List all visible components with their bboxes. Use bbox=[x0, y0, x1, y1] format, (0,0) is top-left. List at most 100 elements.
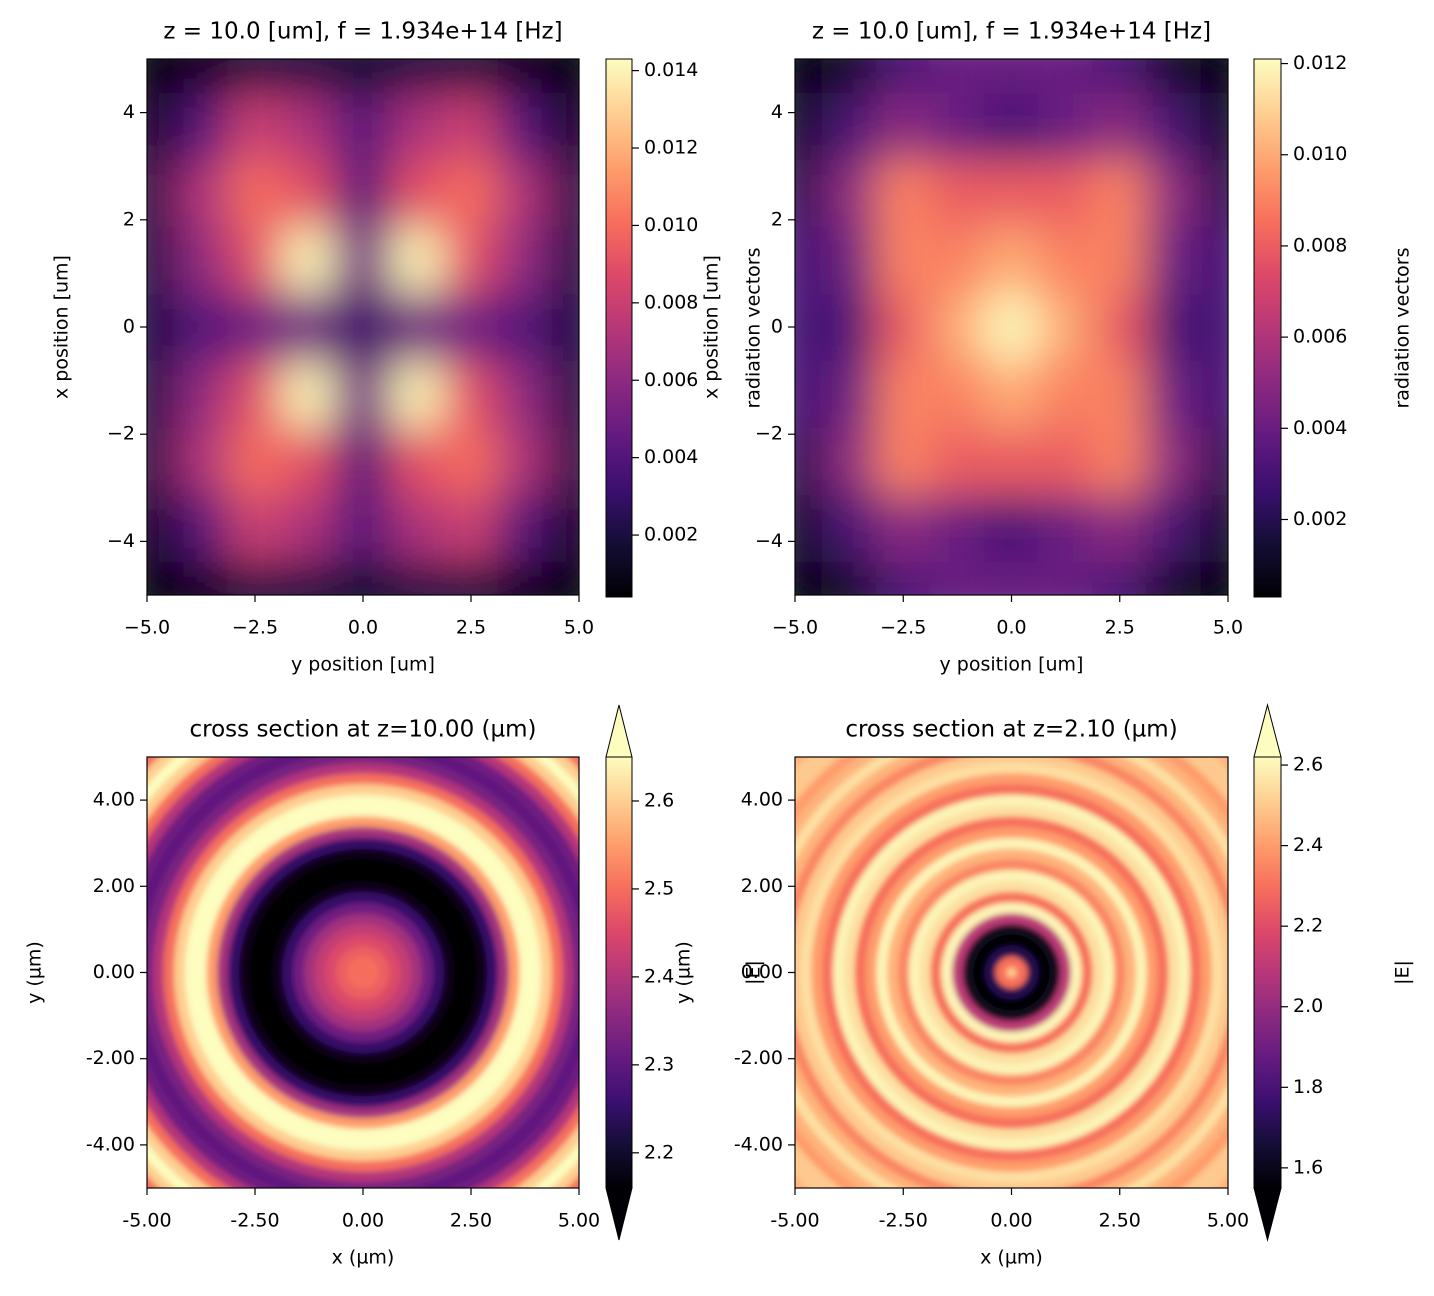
heatmap-cell bbox=[1146, 59, 1202, 93]
colorbar-tick-label: 0.006 bbox=[1293, 326, 1347, 348]
radial-field bbox=[795, 757, 1228, 1188]
heatmap-cell bbox=[389, 561, 445, 595]
heatmap-cell bbox=[795, 92, 823, 160]
heatmap-cell bbox=[443, 494, 499, 562]
heatmap-cell bbox=[551, 561, 579, 595]
heatmap-cell bbox=[497, 360, 553, 428]
heatmap-cell bbox=[147, 427, 175, 495]
heatmap-cell bbox=[1092, 226, 1148, 294]
heatmap-cell bbox=[227, 226, 283, 294]
heatmap-cell bbox=[795, 59, 823, 93]
y-tick-label: 2 bbox=[771, 208, 783, 230]
heatmap-cell bbox=[821, 92, 877, 160]
heatmap-cell bbox=[389, 226, 445, 294]
heatmap-cell bbox=[1092, 92, 1148, 160]
heatmap-cell bbox=[1146, 159, 1202, 227]
heatmap-cell bbox=[983, 92, 1040, 160]
heatmap-cell bbox=[227, 293, 283, 361]
heatmap-cell bbox=[147, 494, 175, 562]
x-tick-label: -5.00 bbox=[770, 1210, 819, 1232]
x-tick-label: −5.0 bbox=[772, 617, 818, 639]
x-tick-label: 2.50 bbox=[450, 1210, 492, 1232]
plot-area bbox=[147, 757, 579, 1188]
colorbar-tick-label: 0.008 bbox=[1293, 234, 1347, 256]
heatmap-cell bbox=[983, 561, 1040, 595]
heatmap-cell bbox=[983, 59, 1040, 93]
heatmap-cell bbox=[795, 427, 823, 495]
heatmap-cell bbox=[1092, 59, 1148, 93]
colorbar-label: radiation vectors bbox=[1392, 247, 1414, 408]
y-tick-label: 4 bbox=[123, 101, 135, 123]
heatmap-cell bbox=[497, 494, 553, 562]
heatmap-cell bbox=[147, 293, 175, 361]
heatmap-cell bbox=[389, 59, 445, 93]
heatmap-cell bbox=[1200, 561, 1228, 595]
heatmap-cell bbox=[1200, 59, 1228, 93]
y-tick-label: 2.00 bbox=[741, 875, 783, 897]
colorbar-label: radiation vectors bbox=[743, 247, 765, 408]
heatmap-cell bbox=[875, 293, 931, 361]
heatmap-cell bbox=[1146, 427, 1202, 495]
heatmap-cell bbox=[551, 293, 579, 361]
colorbar-tick-label: 2.0 bbox=[1293, 995, 1323, 1017]
heatmap-cell bbox=[1038, 159, 1094, 227]
heatmap-cell bbox=[227, 59, 283, 93]
heatmap-cell bbox=[1038, 427, 1094, 495]
x-tick-label: 0.00 bbox=[342, 1210, 384, 1232]
colorbar-tick-label: 0.002 bbox=[644, 524, 698, 546]
heatmap-cell bbox=[551, 360, 579, 428]
heatmap-cell bbox=[929, 293, 985, 361]
y-tick-label: -2.00 bbox=[734, 1047, 783, 1069]
heatmap-cell bbox=[1038, 92, 1094, 160]
heatmap bbox=[795, 59, 1228, 595]
heatmap-cell bbox=[389, 159, 445, 227]
heatmap-cell bbox=[147, 226, 175, 294]
colorbar bbox=[1253, 58, 1282, 598]
heatmap-cell bbox=[443, 293, 499, 361]
heatmap-cell bbox=[875, 92, 931, 160]
heatmap-cell bbox=[1146, 226, 1202, 294]
colorbar bbox=[1253, 756, 1282, 1189]
heatmap-cell bbox=[795, 159, 823, 227]
heatmap-cell bbox=[281, 360, 337, 428]
heatmap-cell bbox=[497, 293, 553, 361]
heatmap-cell bbox=[497, 226, 553, 294]
plot-area bbox=[795, 59, 1228, 595]
heatmap-cell bbox=[1200, 293, 1228, 361]
y-tick-label: 2.00 bbox=[93, 875, 135, 897]
heatmap-cell bbox=[147, 59, 175, 93]
heatmap-cell bbox=[821, 561, 877, 595]
heatmap-cell bbox=[227, 159, 283, 227]
heatmap-cell bbox=[551, 59, 579, 93]
heatmap-cell bbox=[227, 427, 283, 495]
chart-title: z = 10.0 [um], f = 1.934e+14 [Hz] bbox=[812, 19, 1211, 45]
heatmap-cell bbox=[227, 360, 283, 428]
y-tick-label: −2 bbox=[755, 423, 783, 445]
heatmap-cell bbox=[281, 92, 337, 160]
x-axis-label: x (µm) bbox=[332, 1247, 395, 1269]
heatmap-cell bbox=[281, 494, 337, 562]
heatmap-cell bbox=[389, 92, 445, 160]
heatmap-cell bbox=[147, 561, 175, 595]
heatmap-cell bbox=[173, 427, 229, 495]
heatmap-cell bbox=[443, 59, 499, 93]
heatmap-cell bbox=[281, 159, 337, 227]
colorbar-tick-label: 2.4 bbox=[1293, 834, 1323, 856]
heatmap-cell bbox=[929, 561, 985, 595]
x-tick-label: 2.5 bbox=[1105, 617, 1135, 639]
heatmap-cell bbox=[497, 561, 553, 595]
heatmap-cell bbox=[875, 561, 931, 595]
heatmap-cell bbox=[1200, 427, 1228, 495]
heatmap-cell bbox=[173, 561, 229, 595]
heatmap-cell bbox=[929, 226, 985, 294]
heatmap-cell bbox=[1038, 293, 1094, 361]
heatmap-cell bbox=[335, 159, 391, 227]
x-tick-label: -5.00 bbox=[122, 1210, 171, 1232]
x-tick-label: −5.0 bbox=[124, 617, 170, 639]
heatmap-cell bbox=[1092, 360, 1148, 428]
x-tick-label: -2.50 bbox=[879, 1210, 928, 1232]
heatmap-cell bbox=[443, 226, 499, 294]
heatmap-cell bbox=[497, 427, 553, 495]
y-tick-label: 4.00 bbox=[93, 789, 135, 811]
colorbar-tick-label: 0.014 bbox=[644, 59, 698, 81]
